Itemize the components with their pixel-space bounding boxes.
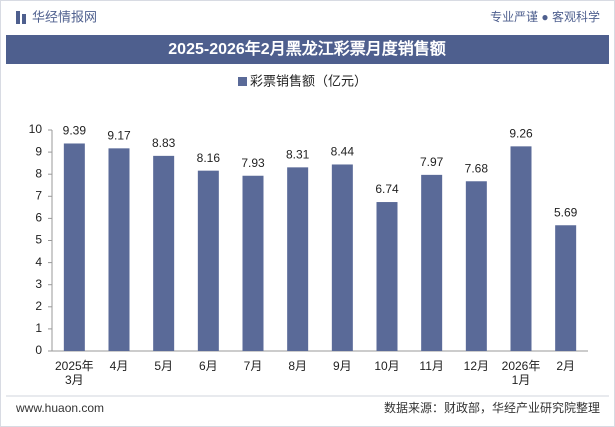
legend-swatch <box>238 77 247 86</box>
y-tick-label: 5 <box>35 233 42 247</box>
bar <box>376 202 398 351</box>
x-tick-label: 11月 <box>419 359 444 373</box>
bar <box>421 174 443 351</box>
source: 数据来源：财政部，华经产业研究院整理 <box>384 400 600 415</box>
y-tick-label: 7 <box>35 188 42 202</box>
bar <box>153 155 175 351</box>
legend-label: 彩票销售额（亿元） <box>250 73 367 88</box>
y-tick-label: 3 <box>35 277 42 291</box>
value-label: 7.68 <box>465 161 489 175</box>
y-tick-label: 9 <box>35 144 42 158</box>
bar <box>197 170 219 351</box>
value-label: 8.31 <box>286 148 310 162</box>
value-label: 5.69 <box>554 205 578 219</box>
value-label: 6.74 <box>375 182 399 196</box>
logo-icon <box>16 11 26 24</box>
y-tick-label: 4 <box>35 255 42 269</box>
x-tick-label: 7月 <box>243 359 263 373</box>
chart-title: 2025-2026年2月黑龙江彩票月度销售额 <box>168 39 445 58</box>
bar <box>63 143 85 351</box>
value-label: 8.83 <box>152 136 176 150</box>
x-tick-label: 9月 <box>332 359 352 373</box>
y-tick-label: 1 <box>35 321 42 335</box>
x-tick-label: 2025年 3月 <box>54 359 94 387</box>
value-label: 7.97 <box>420 155 444 169</box>
value-label: 8.16 <box>197 151 221 165</box>
brand: 华经情报网 <box>32 9 97 24</box>
bar <box>108 148 130 351</box>
x-tick-label: 4月 <box>109 359 129 373</box>
y-tick-label: 10 <box>29 122 43 136</box>
bar <box>510 146 532 351</box>
value-label: 8.44 <box>331 145 355 159</box>
x-tick-label: 2026年 1月 <box>501 359 541 387</box>
value-label: 9.26 <box>509 127 533 141</box>
bar <box>331 164 353 351</box>
x-tick-label: 5月 <box>154 359 173 373</box>
slogan: 专业严谨 ● 客观科学 <box>490 9 600 24</box>
y-tick-label: 8 <box>35 166 42 180</box>
y-tick-label: 0 <box>35 343 42 357</box>
x-tick-label: 10月 <box>374 359 400 373</box>
bar <box>287 167 309 351</box>
bar <box>242 175 264 351</box>
y-tick-label: 6 <box>35 211 42 225</box>
x-tick-label: 12月 <box>463 359 489 373</box>
value-label: 9.17 <box>107 129 131 143</box>
bar <box>555 225 577 351</box>
x-tick-label: 6月 <box>198 359 218 373</box>
value-label: 7.93 <box>241 156 265 170</box>
x-tick-label: 8月 <box>288 359 307 373</box>
value-label: 9.39 <box>63 124 87 138</box>
title-band <box>6 35 609 64</box>
bar <box>465 181 487 351</box>
x-tick-label: 2月 <box>556 359 575 373</box>
website: www.huaon.com <box>15 401 104 415</box>
y-tick-label: 2 <box>35 299 42 313</box>
